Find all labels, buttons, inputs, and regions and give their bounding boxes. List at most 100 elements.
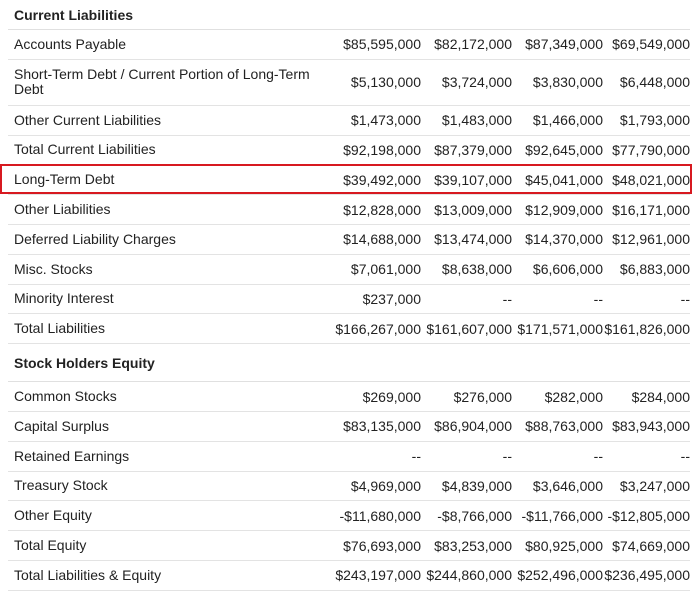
- table-row-highlighted: Long-Term Debt $39,492,000 $39,107,000 $…: [8, 165, 690, 196]
- section-title: Stock Holders Equity: [14, 354, 155, 371]
- balance-sheet-table: Current Liabilities Accounts Payable $85…: [8, 0, 690, 591]
- row-label: Capital Surplus: [14, 417, 109, 434]
- row-label: Total Current Liabilities: [14, 141, 156, 158]
- row-value: $92,645,000: [525, 141, 603, 158]
- row-value: $1,466,000: [532, 112, 603, 129]
- row-value: -$11,680,000: [339, 507, 421, 524]
- row-value: -$8,766,000: [437, 507, 512, 524]
- row-label: Common Stocks: [14, 388, 117, 405]
- row-value: $171,571,000: [517, 320, 603, 337]
- table-row: Retained Earnings -- -- -- --: [8, 442, 690, 472]
- row-label: Total Liabilities & Equity: [14, 566, 162, 583]
- row-value: $8,638,000: [441, 261, 512, 278]
- table-row: Misc. Stocks $7,061,000 $8,638,000 $6,60…: [8, 255, 690, 285]
- row-value: $14,688,000: [343, 231, 421, 248]
- row-value: --: [502, 448, 512, 465]
- row-value: -$11,766,000: [521, 507, 603, 524]
- row-label: Deferred Liability Charges: [14, 230, 176, 247]
- table-row: Short-Term Debt / Current Portion of Lon…: [8, 60, 690, 106]
- row-value: $83,253,000: [434, 537, 512, 554]
- row-label: Accounts Payable: [14, 35, 127, 52]
- row-value: $85,595,000: [343, 36, 421, 53]
- row-value: $69,549,000: [612, 36, 690, 53]
- row-value: $1,793,000: [619, 112, 690, 129]
- row-value: $87,379,000: [434, 141, 512, 158]
- row-value: --: [680, 290, 690, 307]
- table-row: Accounts Payable $85,595,000 $82,172,000…: [8, 30, 690, 60]
- table-row: Common Stocks $269,000 $276,000 $282,000…: [8, 382, 690, 412]
- row-value: $4,839,000: [441, 477, 512, 494]
- row-value: $39,492,000: [343, 171, 421, 188]
- row-value: $87,349,000: [525, 36, 603, 53]
- table-row: Total Liabilities & Equity $243,197,000 …: [8, 561, 690, 591]
- row-value: $86,904,000: [434, 418, 512, 435]
- row-value: $3,646,000: [532, 477, 603, 494]
- row-label: Short-Term Debt / Current Portion of Lon…: [14, 66, 310, 98]
- row-value: $76,693,000: [343, 537, 421, 554]
- row-value: $4,969,000: [350, 477, 421, 494]
- row-value: $3,724,000: [441, 74, 512, 91]
- row-label: Misc. Stocks: [14, 260, 93, 277]
- row-label: Minority Interest: [14, 290, 114, 307]
- row-value: $161,826,000: [604, 320, 690, 337]
- row-value: $74,669,000: [612, 537, 690, 554]
- row-label: Other Liabilities: [14, 201, 111, 218]
- row-value: $5,130,000: [350, 74, 421, 91]
- row-value: $269,000: [362, 388, 421, 405]
- row-value: --: [593, 448, 603, 465]
- row-value: $252,496,000: [517, 567, 603, 584]
- row-value: $244,860,000: [426, 567, 512, 584]
- row-value: $45,041,000: [525, 171, 603, 188]
- row-value: $7,061,000: [350, 261, 421, 278]
- row-value: $236,495,000: [604, 567, 690, 584]
- row-value: --: [680, 448, 690, 465]
- row-value: $282,000: [544, 388, 603, 405]
- row-value: $13,009,000: [434, 201, 512, 218]
- row-value: --: [411, 448, 421, 465]
- row-value: $12,828,000: [343, 201, 421, 218]
- table-row: Total Current Liabilities $92,198,000 $8…: [8, 136, 690, 166]
- row-value: $6,883,000: [619, 261, 690, 278]
- table-row: Other Liabilities $12,828,000 $13,009,00…: [8, 195, 690, 225]
- section-title: Current Liabilities: [14, 6, 134, 23]
- row-value: $88,763,000: [525, 418, 603, 435]
- row-value: $3,830,000: [532, 74, 603, 91]
- row-value: $1,483,000: [441, 112, 512, 129]
- table-row: Other Equity -$11,680,000 -$8,766,000 -$…: [8, 501, 690, 532]
- row-value: $77,790,000: [612, 141, 690, 158]
- row-value: $12,909,000: [525, 201, 603, 218]
- row-value: $82,172,000: [434, 36, 512, 53]
- row-value: $3,247,000: [619, 477, 690, 494]
- row-value: $92,198,000: [343, 141, 421, 158]
- table-row: Capital Surplus $83,135,000 $86,904,000 …: [8, 412, 690, 442]
- table-row: Total Liabilities $166,267,000 $161,607,…: [8, 314, 690, 345]
- row-value: $39,107,000: [434, 171, 512, 188]
- row-value: $48,021,000: [612, 171, 690, 188]
- row-value: $284,000: [631, 388, 690, 405]
- row-value: $1,473,000: [350, 112, 421, 129]
- row-value: $83,135,000: [343, 418, 421, 435]
- table-row: Minority Interest $237,000 -- -- --: [8, 285, 690, 315]
- row-value: $6,606,000: [532, 261, 603, 278]
- table-row: Deferred Liability Charges $14,688,000 $…: [8, 225, 690, 255]
- row-value: $80,925,000: [525, 537, 603, 554]
- section-header-stock-holders-equity: Stock Holders Equity: [8, 344, 690, 383]
- row-label: Long-Term Debt: [14, 171, 115, 188]
- row-label: Treasury Stock: [14, 477, 108, 494]
- row-value: --: [502, 290, 512, 307]
- row-label: Total Equity: [14, 537, 87, 554]
- row-value: $6,448,000: [619, 74, 690, 91]
- row-label: Total Liabilities: [14, 320, 106, 337]
- row-value: $161,607,000: [426, 320, 512, 337]
- row-label: Other Current Liabilities: [14, 111, 162, 128]
- table-row: Total Equity $76,693,000 $83,253,000 $80…: [8, 531, 690, 561]
- row-value: $16,171,000: [612, 201, 690, 218]
- row-value: $12,961,000: [612, 231, 690, 248]
- row-value: -$12,805,000: [607, 507, 690, 524]
- row-value: $237,000: [362, 290, 421, 307]
- table-row: Treasury Stock $4,969,000 $4,839,000 $3,…: [8, 472, 690, 502]
- row-value: $166,267,000: [335, 320, 421, 337]
- row-value: $14,370,000: [525, 231, 603, 248]
- row-value: $276,000: [453, 388, 512, 405]
- row-value: $13,474,000: [434, 231, 512, 248]
